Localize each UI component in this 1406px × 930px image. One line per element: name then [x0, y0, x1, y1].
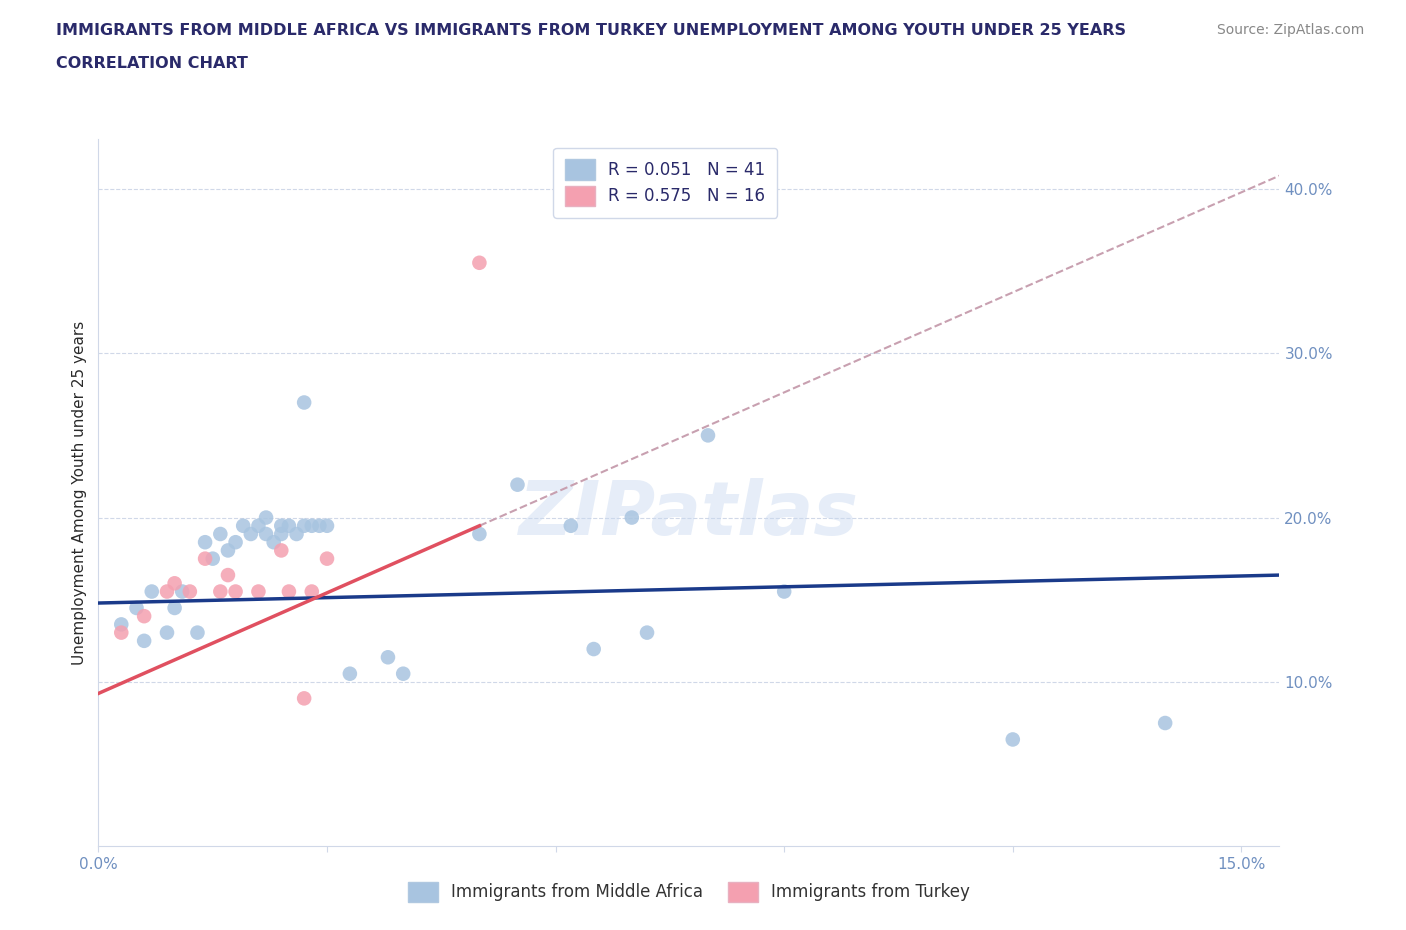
Point	[194, 551, 217, 566]
Point	[468, 256, 491, 271]
Point	[285, 526, 308, 541]
Point	[194, 535, 217, 550]
Point	[247, 584, 270, 599]
Point	[232, 518, 254, 533]
Point	[301, 518, 323, 533]
Point	[209, 584, 232, 599]
Point	[263, 535, 285, 550]
Point	[377, 650, 399, 665]
Point	[468, 526, 491, 541]
Text: Source: ZipAtlas.com: Source: ZipAtlas.com	[1216, 23, 1364, 37]
Point	[301, 584, 323, 599]
Point	[620, 511, 643, 525]
Point	[1154, 715, 1177, 730]
Point	[270, 526, 292, 541]
Point	[392, 666, 415, 681]
Point	[1001, 732, 1024, 747]
Point	[270, 518, 292, 533]
Point	[110, 617, 132, 631]
Point	[172, 584, 194, 599]
Point	[247, 518, 270, 533]
Point	[277, 518, 299, 533]
Point	[163, 576, 186, 591]
Point	[156, 584, 179, 599]
Text: ZIPatlas: ZIPatlas	[519, 478, 859, 551]
Point	[163, 601, 186, 616]
Point	[110, 625, 132, 640]
Point	[697, 428, 720, 443]
Point	[217, 567, 239, 582]
Legend: Immigrants from Middle Africa, Immigrants from Turkey: Immigrants from Middle Africa, Immigrant…	[401, 875, 977, 909]
Point	[308, 518, 330, 533]
Point	[186, 625, 208, 640]
Text: IMMIGRANTS FROM MIDDLE AFRICA VS IMMIGRANTS FROM TURKEY UNEMPLOYMENT AMONG YOUTH: IMMIGRANTS FROM MIDDLE AFRICA VS IMMIGRA…	[56, 23, 1126, 38]
Point	[141, 584, 163, 599]
Point	[239, 526, 262, 541]
Point	[506, 477, 529, 492]
Y-axis label: Unemployment Among Youth under 25 years: Unemployment Among Youth under 25 years	[72, 321, 87, 665]
Point	[292, 395, 315, 410]
Text: CORRELATION CHART: CORRELATION CHART	[56, 56, 247, 71]
Point	[277, 584, 299, 599]
Point	[254, 511, 277, 525]
Point	[270, 543, 292, 558]
Point	[134, 633, 156, 648]
Point	[560, 518, 582, 533]
Point	[636, 625, 658, 640]
Point	[156, 625, 179, 640]
Point	[209, 526, 232, 541]
Point	[316, 518, 339, 533]
Point	[134, 609, 156, 624]
Point	[217, 543, 239, 558]
Point	[225, 535, 247, 550]
Point	[582, 642, 605, 657]
Point	[125, 601, 148, 616]
Point	[254, 526, 277, 541]
Point	[201, 551, 224, 566]
Point	[339, 666, 361, 681]
Point	[225, 584, 247, 599]
Point	[316, 551, 339, 566]
Point	[292, 691, 315, 706]
Point	[773, 584, 796, 599]
Point	[179, 584, 201, 599]
Point	[292, 518, 315, 533]
